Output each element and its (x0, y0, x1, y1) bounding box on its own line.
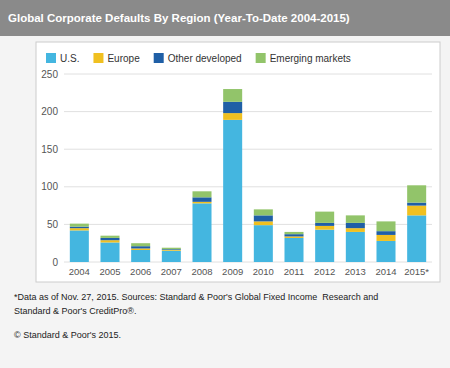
x-tick-label: 2008 (191, 266, 212, 277)
y-tick-label: 200 (41, 106, 58, 117)
x-tick-label: 2005 (99, 266, 120, 277)
grid-line (64, 186, 432, 187)
bar-segment (254, 215, 273, 221)
bar-segment (70, 224, 89, 227)
bar-segment (162, 248, 181, 250)
bar-segment (346, 215, 365, 223)
grid-line (64, 74, 432, 75)
bar-segment (192, 203, 211, 262)
bar-segment (407, 206, 426, 216)
x-tick-label: 2012 (314, 266, 335, 277)
bar-segment (192, 197, 211, 202)
y-tick-label: 150 (41, 144, 58, 155)
bar-segment (315, 212, 334, 223)
legend-swatch (256, 53, 266, 63)
bar-segment (223, 113, 242, 120)
bar-segment (407, 215, 426, 262)
bar-segment (376, 231, 395, 235)
bar-segment (254, 225, 273, 262)
x-tick-label: 2006 (130, 266, 151, 277)
background (0, 0, 450, 368)
footnote: *Data as of Nov. 27, 2015. Sources: Stan… (14, 292, 378, 302)
x-tick-label: 2004 (69, 266, 90, 277)
y-tick-label: 50 (47, 219, 59, 230)
x-tick-label: 2009 (222, 266, 243, 277)
bar-segment (223, 102, 242, 113)
bar-segment (162, 251, 181, 262)
bar-segment (284, 232, 303, 234)
bar-segment (376, 221, 395, 231)
legend-label: U.S. (60, 53, 79, 64)
chart: Global Corporate Defaults By Region (Yea… (0, 0, 450, 368)
bar-segment (315, 226, 334, 230)
legend-swatch (46, 53, 56, 63)
y-tick-label: 0 (52, 257, 58, 268)
x-tick-label: 2013 (345, 266, 366, 277)
legend-label: Other developed (168, 53, 242, 64)
legend-label: Europe (107, 53, 140, 64)
panel (36, 42, 440, 282)
bar-segment (284, 238, 303, 262)
footnote: © Standard & Poor's 2015. (14, 330, 121, 340)
bar-segment (407, 185, 426, 202)
bar-segment (284, 236, 303, 238)
bar-segment (315, 223, 334, 226)
bar-segment (254, 221, 273, 225)
title-bar (0, 0, 450, 36)
legend-swatch (154, 53, 164, 63)
bar-segment (223, 120, 242, 262)
x-tick-label: 2010 (253, 266, 274, 277)
x-tick-label: 2015* (404, 266, 429, 277)
bar-segment (346, 228, 365, 232)
bar-segment (284, 234, 303, 236)
bar-segment (100, 238, 119, 240)
bar-segment (223, 89, 242, 102)
title: Global Corporate Defaults By Region (Yea… (8, 12, 350, 24)
bar-segment (100, 242, 119, 262)
bar-segment (346, 223, 365, 228)
bar-segment (192, 202, 211, 204)
bar-segment (131, 250, 150, 262)
grid-line (64, 111, 432, 112)
bar-segment (100, 236, 119, 238)
bar-segment (315, 230, 334, 262)
bar-segment (192, 191, 211, 197)
bar-segment (346, 232, 365, 262)
bar-segment (376, 241, 395, 262)
bars (70, 89, 426, 262)
bar-segment (70, 228, 89, 230)
y-tick-label: 250 (41, 69, 58, 80)
bar-segment (376, 235, 395, 241)
x-tick-label: 2007 (161, 266, 182, 277)
x-tick-label: 2011 (284, 266, 304, 277)
legend: U.S. Europe Other developed Emerging market… (46, 53, 351, 64)
grid-line (64, 149, 432, 150)
bar-segment (131, 248, 150, 250)
bar-segment (407, 203, 426, 206)
bar-segment (131, 243, 150, 246)
bar-segment (131, 246, 150, 248)
bar-segment (162, 249, 181, 251)
legend-swatch (93, 53, 103, 63)
footnote: Standard & Poor's CreditPro®. (14, 306, 136, 316)
legend-label: Emerging markets (270, 53, 351, 64)
y-tick-label: 100 (41, 181, 58, 192)
bar-segment (70, 227, 89, 229)
bar-segment (70, 230, 89, 262)
bar-segment (100, 240, 119, 242)
x-tick-label: 2014 (375, 266, 396, 277)
bar-segment (254, 209, 273, 215)
